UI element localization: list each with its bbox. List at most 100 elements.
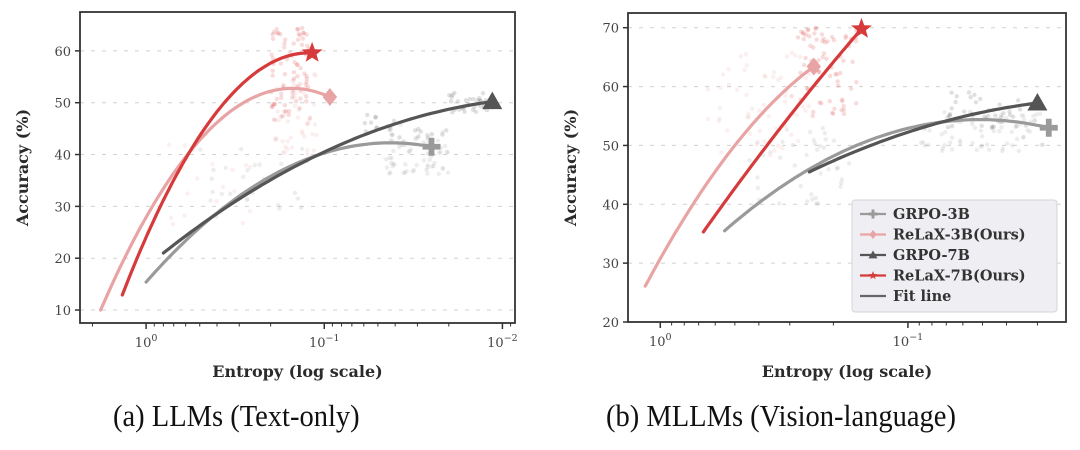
scatter-point [986,147,992,152]
scatter-point [463,97,469,103]
x-axis-title: Entropy (log scale) [212,362,382,381]
scatter-point [973,100,979,105]
scatter-point [1032,118,1037,123]
scatter-point [270,102,275,107]
scatter-point [783,93,788,98]
scatter-point [1007,109,1012,114]
scatter-point [271,101,277,107]
scatter-point [252,162,258,168]
scatter-point [841,58,846,63]
scatter-point [1031,113,1036,119]
scatter-point [282,150,287,155]
scatter-point [455,99,461,104]
scatter-point [416,126,421,132]
scatter-point [295,74,300,79]
scatter-point [305,152,310,157]
scatter-point [835,79,840,84]
scatter-point [979,143,985,148]
scatter-point [296,31,301,37]
scatter-point [822,40,828,45]
scatter-point [292,190,298,196]
scatter-point [830,110,835,116]
marker-star [301,41,323,62]
scatter-point [291,82,296,87]
scatter-point [979,134,985,139]
x-tick-label: 100 [649,332,672,350]
scatter-point [384,165,390,170]
scatter-point [804,199,810,204]
scatter-point [816,201,821,206]
scatter-point [421,158,427,163]
scatter-point [970,122,975,127]
legend-label: GRPO-7B [893,247,970,264]
fit-line-grpo-3b [144,141,434,284]
scatter-point [949,147,955,152]
scatter-point [273,137,278,142]
scatter-point [444,149,450,155]
scatter-point [806,27,811,32]
scatter-point [948,140,953,145]
marker-plus [422,137,441,156]
scatter-point [820,38,825,44]
scatter-point [738,54,744,59]
scatter-point [304,94,309,99]
scatter-point [838,184,843,189]
scatter-point [957,138,963,143]
panel-b: 20 30 40 50 60 70 100 10−1 Entropy (log scale) Ac… [561,12,1067,381]
scatter-point [757,128,762,134]
scatter-point [985,113,991,119]
scatter-point [718,85,723,91]
scatter-point [208,198,213,203]
scatter-point [997,102,1002,107]
scatter-point [429,131,435,137]
scatter-point [814,147,820,152]
scatter-point [843,33,849,39]
scatter-point [214,198,219,204]
scatter-point [425,165,430,170]
scatter-point [789,93,795,99]
x-tick-label: 10−2 [487,333,518,351]
scatter-point [767,153,773,158]
scatter-point [305,148,310,153]
scatter-point [447,93,452,98]
scatter-point [276,30,281,36]
scatter-point [979,123,984,129]
scatter-point [829,34,835,40]
scatter-point [803,108,808,113]
scatter-point [277,206,282,211]
scatter-point [425,133,430,138]
scatter-point [717,106,723,111]
y-tick-label: 40 [602,198,619,213]
scatter-point [220,184,226,189]
scatter-point [286,109,292,114]
scatter-point [443,143,448,149]
scatter-point [280,139,285,144]
scatter-point [280,114,285,119]
scatter-point [270,104,275,109]
scatter-point [473,109,479,115]
scatter-point [414,136,419,141]
scatter-point [778,75,784,80]
scatter-point [291,78,297,83]
scatter-point [449,94,454,100]
scatter-point [425,136,430,142]
scatter-point [373,115,378,120]
y-tick-label: 50 [54,97,71,112]
scatter-point [762,73,767,78]
scatter-point [819,32,825,37]
scatter-point [762,139,767,144]
scatter-point [807,129,813,135]
scatter-point [283,37,288,42]
scatter-point [966,90,972,95]
scatter-point [437,149,443,155]
scatter-point [194,176,200,181]
scatter-point [946,125,951,130]
scatter-point [478,104,483,109]
scatter-point [945,124,950,130]
scatter-point [279,95,284,100]
scatter-point [926,142,931,148]
scatter-point [805,28,810,33]
scatter-point [362,120,368,126]
x-axis-title: Entropy (log scale) [762,362,932,381]
